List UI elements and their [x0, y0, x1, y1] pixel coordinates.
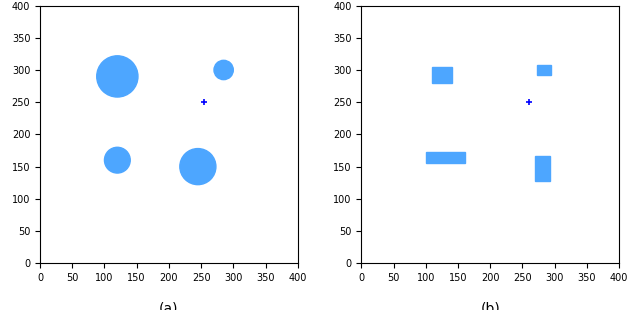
Circle shape — [97, 56, 138, 97]
Circle shape — [104, 147, 130, 173]
Text: (b): (b) — [481, 302, 500, 310]
Text: (a): (a) — [159, 302, 179, 310]
Circle shape — [180, 148, 216, 185]
Bar — [426, 152, 465, 163]
Bar — [432, 67, 452, 83]
Circle shape — [214, 60, 234, 80]
Bar — [536, 156, 550, 181]
Bar — [537, 65, 551, 75]
